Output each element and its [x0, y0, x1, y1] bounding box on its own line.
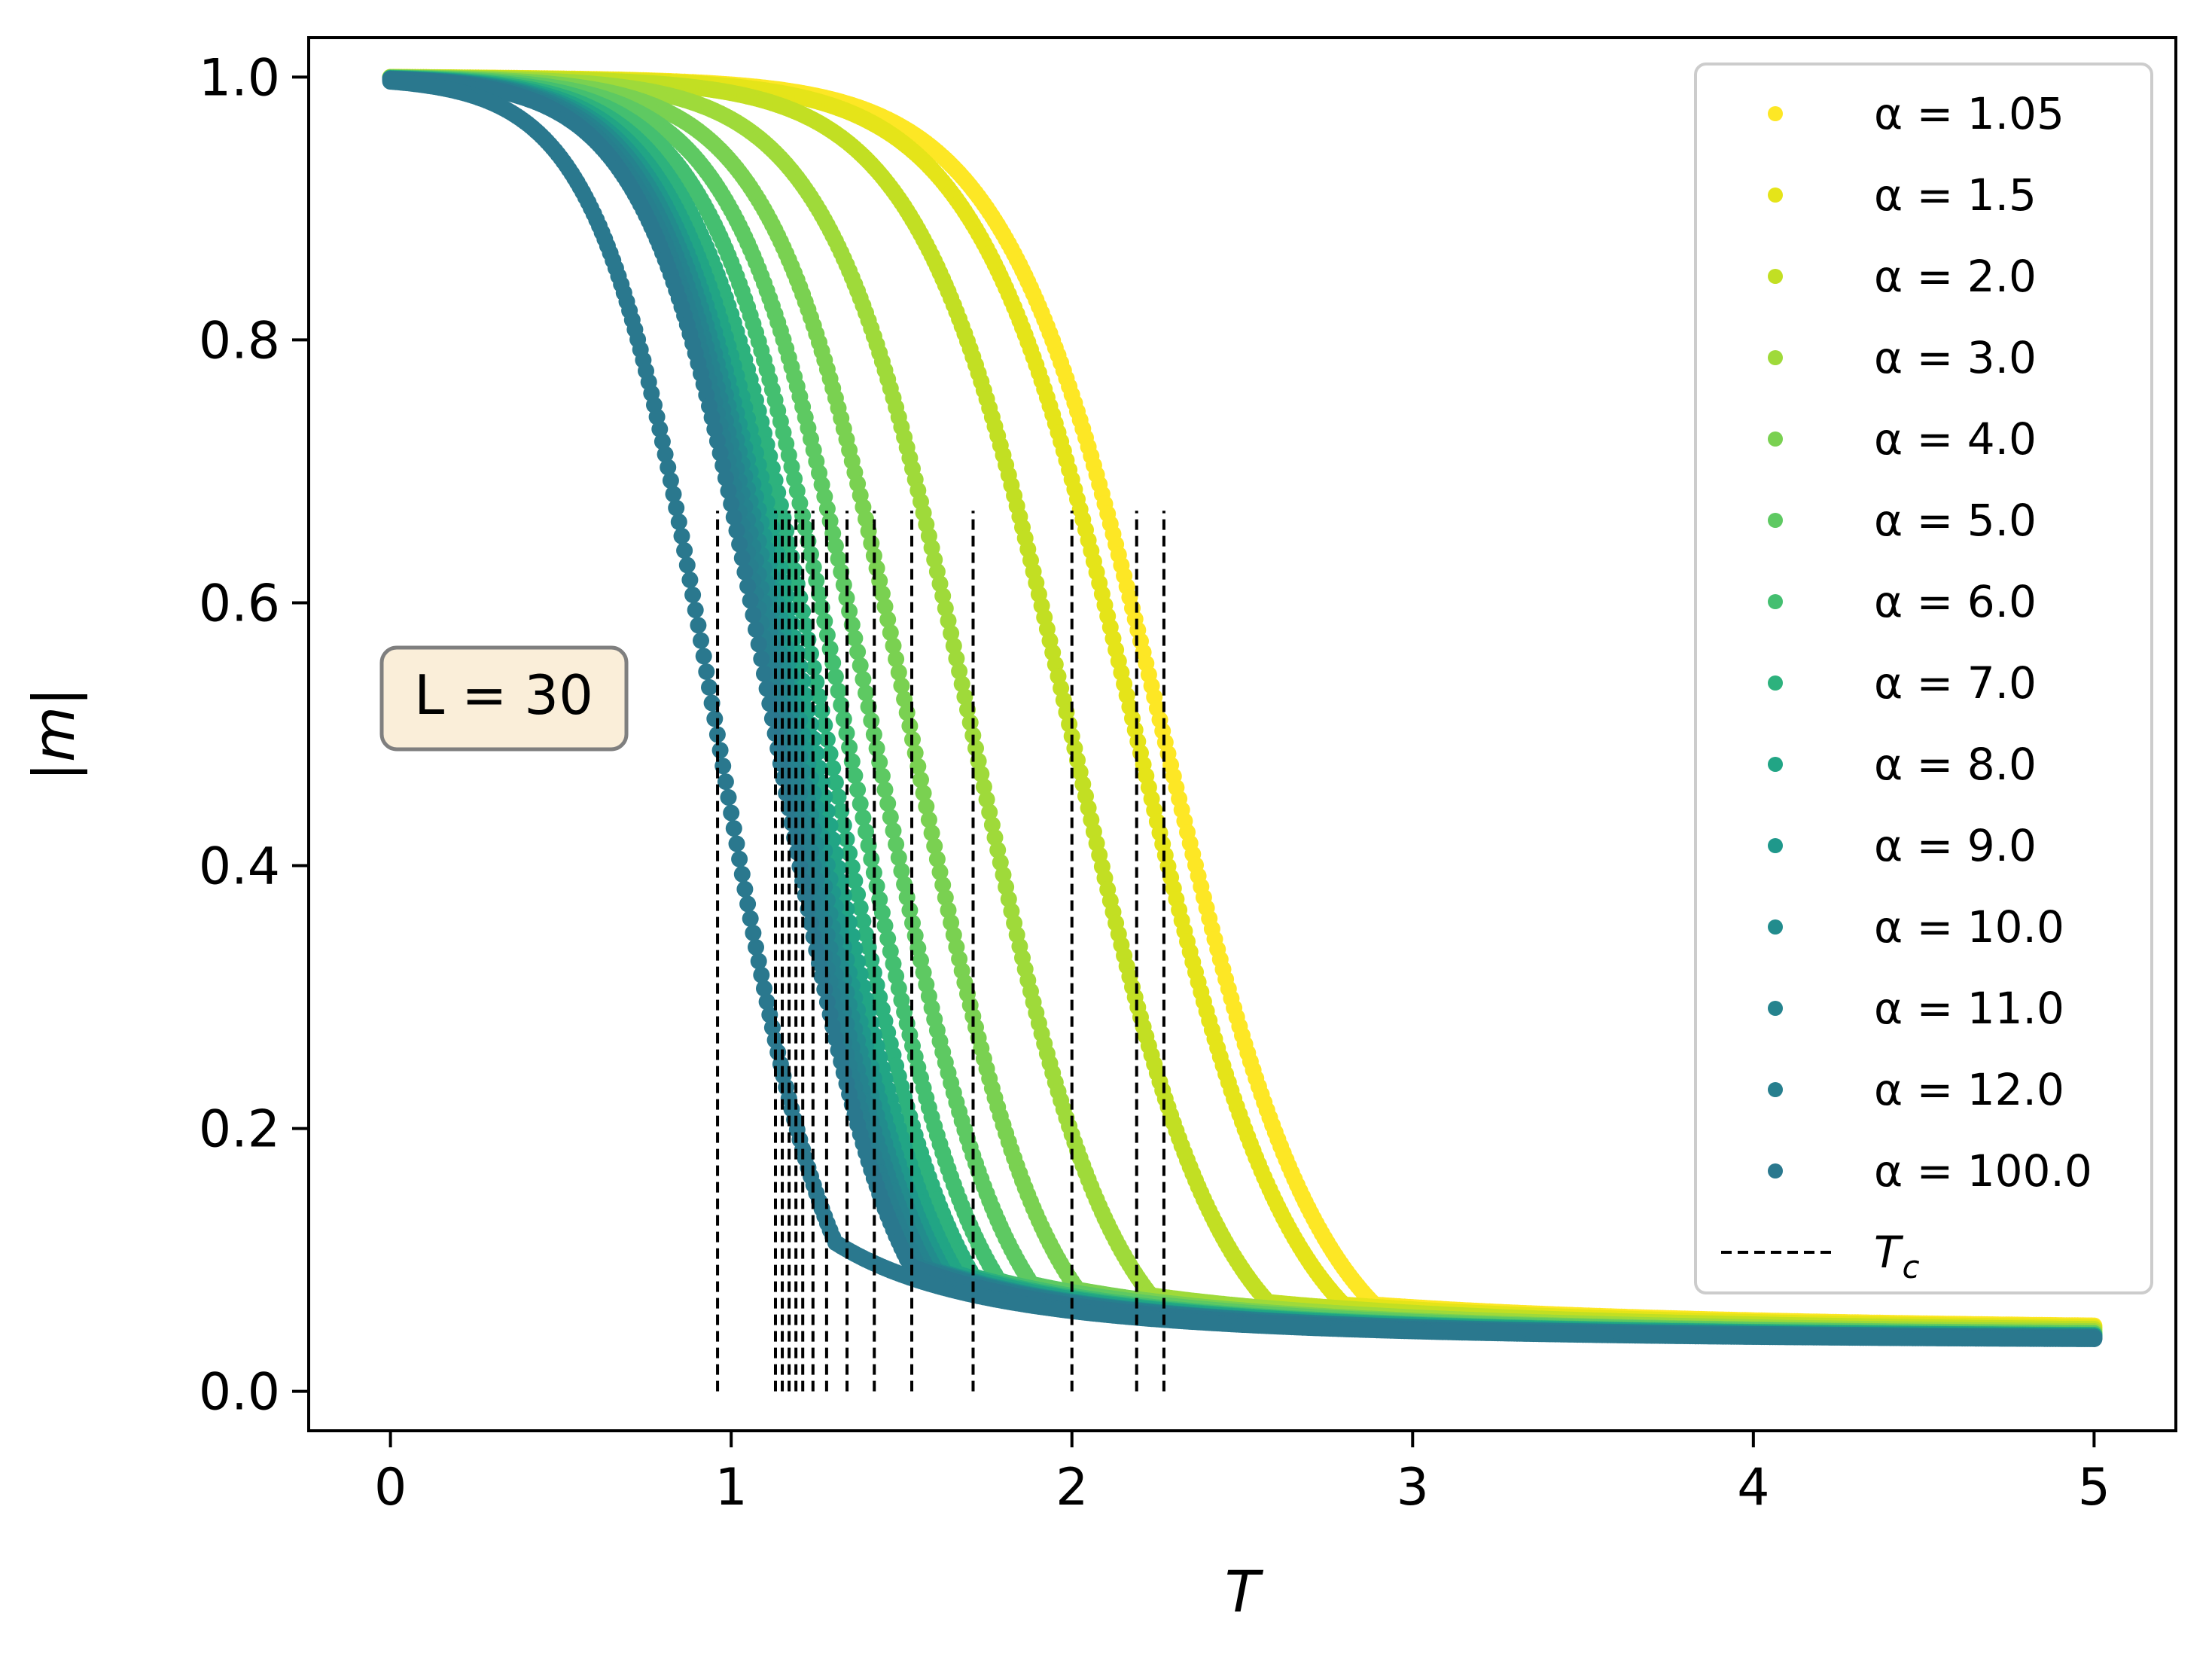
data-point — [835, 711, 852, 727]
data-point — [849, 643, 867, 660]
data-point — [849, 781, 867, 798]
data-point — [816, 613, 833, 630]
data-point — [873, 767, 891, 785]
data-point — [830, 682, 847, 700]
data-point — [858, 823, 874, 840]
data-point — [879, 795, 897, 812]
data-point — [863, 712, 880, 729]
data-point — [827, 668, 844, 685]
data-point — [855, 809, 872, 826]
data-point — [868, 739, 885, 757]
data-point — [852, 795, 869, 813]
data-point — [855, 671, 872, 688]
data-point — [852, 657, 869, 674]
data-point — [846, 767, 864, 784]
data-point — [858, 685, 874, 702]
data-point — [876, 781, 894, 798]
data-points — [382, 69, 2103, 1347]
data-point — [821, 640, 839, 657]
data-point — [841, 739, 858, 756]
